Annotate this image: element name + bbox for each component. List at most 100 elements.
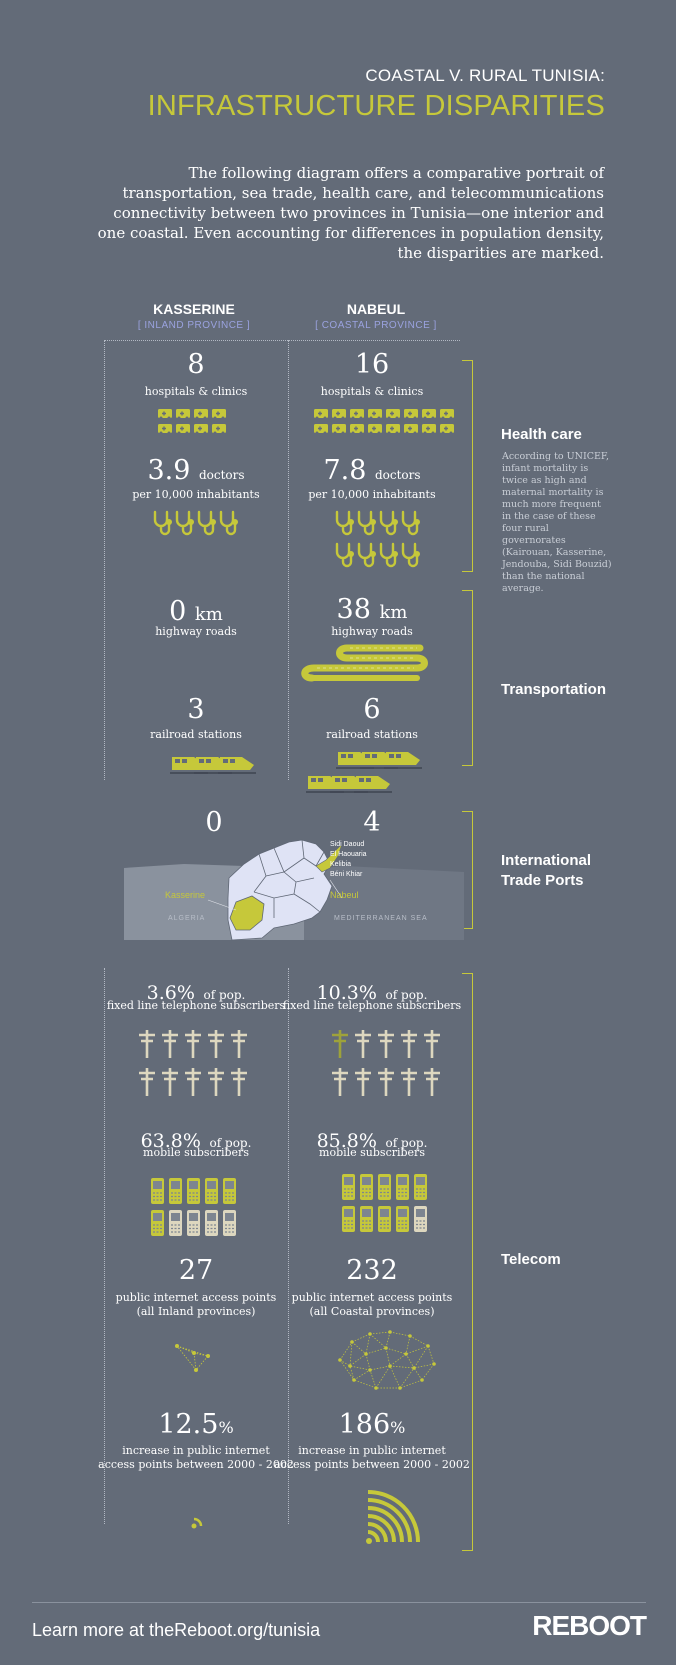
telephone-pole-icon: [378, 1068, 394, 1096]
roads-left-value: 0 km: [169, 596, 223, 627]
map-label-algeria: ALGERIA: [168, 915, 206, 922]
port-sidi-daoud: Sidi Daoud: [330, 841, 365, 848]
telephone-pole-icon: [424, 1068, 440, 1096]
train-icon: [218, 757, 256, 774]
telephone-pole-icon: [332, 1068, 348, 1096]
center-divider-bottom: [288, 968, 289, 1524]
mobile-right-label: mobile subscribers: [319, 1146, 425, 1159]
ambulance-icon: [440, 424, 454, 435]
bracket-transport: [462, 590, 473, 766]
ambulance-icon: [212, 424, 226, 435]
telephone-pole-icon: [162, 1068, 178, 1096]
stethoscope-icon: [401, 510, 420, 536]
stethoscope-icon: [379, 542, 398, 568]
access-left-value: 27: [178, 1255, 214, 1286]
telephone-pole-icon: [162, 1030, 178, 1058]
access-right-value: 232: [346, 1255, 398, 1286]
province-name-right: NABEUL: [346, 301, 406, 317]
ambulance-icon: [386, 409, 400, 420]
center-divider-top: [288, 340, 289, 780]
mobile-phone-icon: [169, 1178, 182, 1204]
hospital-icons-left: [158, 409, 226, 435]
roads-right-value: 38 km: [336, 594, 408, 625]
mobile-phone-icons-right: [342, 1174, 427, 1232]
stethoscope-icon: [335, 510, 354, 536]
port-list: Sidi Daoud El Haouaria Kelibia Béni Khia…: [330, 840, 367, 880]
rail-left-label: railroad stations: [150, 728, 242, 741]
ambulance-icon: [440, 409, 454, 420]
port-el-haouaria: El Haouaria: [330, 851, 367, 858]
ambulance-icon: [194, 409, 208, 420]
ambulance-icon: [350, 409, 364, 420]
mobile-phone-icon: [151, 1178, 164, 1204]
footer-link[interactable]: Learn more at theReboot.org/tunisia: [32, 1620, 321, 1640]
increase-left-value: 12.5%: [158, 1409, 234, 1440]
ambulance-icon: [332, 409, 346, 420]
stethoscope-icon: [335, 542, 354, 568]
map-label-sea: MEDITERRANEAN SEA: [334, 915, 428, 922]
tunisia-map: [124, 839, 464, 941]
ambulance-icon: [314, 424, 328, 435]
hospitals-right-value: 16: [354, 349, 390, 380]
province-name-left: KASSERINE: [153, 301, 235, 317]
hospitals-left-value: 8: [187, 349, 205, 380]
mobile-left-value: 63.8% of pop.: [140, 1130, 252, 1152]
mobile-phone-icon: [223, 1210, 236, 1236]
category-ports-line1: International: [501, 852, 592, 869]
port-beni-khiar: Béni Khiar: [330, 871, 363, 878]
increase-right-label-1: increase in public internet: [298, 1444, 446, 1457]
stethoscope-icon: [357, 510, 376, 536]
mobile-phone-icon: [342, 1174, 355, 1200]
fixed-right-label: fixed line telephone subscribers: [282, 999, 462, 1012]
bracket-ports: [462, 811, 473, 929]
mobile-phone-icon: [205, 1210, 218, 1236]
train-icons-right: [306, 752, 422, 793]
category-ports-line2: Trade Ports: [501, 872, 584, 889]
stethoscope-icon: [219, 510, 238, 536]
bracket-health: [462, 360, 473, 572]
mobile-phone-icon: [396, 1174, 409, 1200]
telephone-pole-icons-left: [139, 1030, 247, 1096]
ambulance-icon: [404, 409, 418, 420]
left-border-top: [104, 340, 105, 780]
doctors-right-label: per 10,000 inhabitants: [308, 488, 436, 501]
doctors-right-value: 7.8 doctors: [323, 455, 421, 486]
access-left-label: public internet access points: [115, 1291, 277, 1304]
train-icon: [384, 752, 422, 769]
fixed-left-label: fixed line telephone subscribers: [106, 999, 286, 1012]
footer-divider: [32, 1602, 646, 1603]
mobile-phone-icon: [360, 1174, 373, 1200]
bracket-telecom: [462, 973, 473, 1551]
telephone-pole-icon: [139, 1030, 155, 1058]
access-right-note: (all Coastal provinces): [309, 1305, 435, 1318]
ports-left-value: 0: [205, 807, 223, 838]
access-left-note: (all Inland provinces): [136, 1305, 256, 1318]
mobile-phone-icon: [378, 1174, 391, 1200]
signal-icon-large: [366, 1490, 420, 1544]
page-title: INFRASTRUCTURE DISPARITIES: [147, 90, 605, 122]
mobile-phone-icon: [414, 1174, 427, 1200]
train-icon: [354, 776, 392, 793]
telephone-pole-icon: [355, 1030, 371, 1058]
fixed-right-value: 10.3% of pop.: [316, 982, 428, 1004]
ambulance-icon: [368, 409, 382, 420]
intro-text: The following diagram offers a comparati…: [97, 164, 604, 262]
stethoscope-icon: [153, 510, 172, 536]
mobile-phone-icon: [187, 1210, 200, 1236]
signal-icon-small: [191, 1517, 203, 1529]
mobile-phone-icon: [169, 1210, 182, 1236]
mobile-phone-icon: [414, 1206, 427, 1232]
telephone-pole-icon: [231, 1030, 247, 1058]
telephone-pole-icon: [355, 1068, 371, 1096]
category-health: Health care: [501, 426, 582, 443]
kicker: COASTAL V. RURAL TUNISIA:: [365, 66, 605, 85]
ambulance-icon: [176, 424, 190, 435]
ports-right-value: 4: [363, 807, 381, 838]
increase-left-label-2: access points between 2000 - 2002: [98, 1458, 294, 1471]
mobile-phone-icons-left: [151, 1178, 236, 1236]
network-icon-small: [175, 1344, 210, 1372]
network-icon-large: [338, 1330, 436, 1390]
ambulance-icon: [404, 424, 418, 435]
rail-left-value: 3: [187, 694, 205, 725]
port-kelibia: Kelibia: [330, 861, 352, 868]
